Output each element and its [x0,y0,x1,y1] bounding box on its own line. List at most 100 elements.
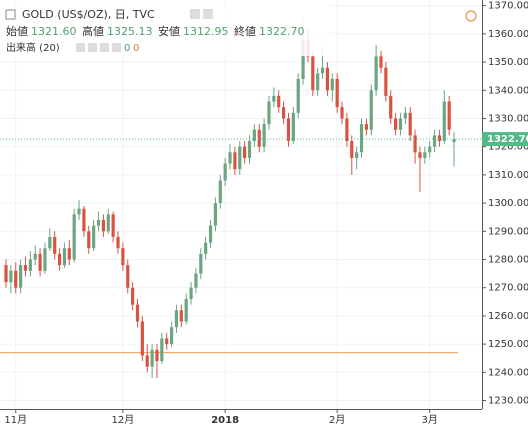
candle-body [57,253,62,266]
close-icon[interactable] [203,9,213,19]
y-tick-label: 1340.00 [488,85,528,96]
y-tick-label: 1250.00 [488,339,528,350]
y-tick-label: 1240.00 [488,367,528,378]
candle-body [155,349,159,362]
candle-body [335,78,339,108]
candle-body [82,208,86,232]
candle-body [296,78,300,113]
candle-body [126,265,130,288]
candle-body [208,225,213,243]
y-tick-label: 1280.00 [488,255,528,266]
candle-body [189,287,193,299]
y-tick-label: 1330.00 [488,113,528,124]
candle-body [204,242,208,254]
add-icon[interactable] [100,43,109,52]
candle-body [325,67,330,91]
y-tick-label: 1270.00 [488,283,528,294]
candle-body [418,152,422,158]
candle-body [374,56,378,91]
candle-body [252,129,256,142]
y-tick-label: 1360.00 [488,29,528,40]
candle-body [428,146,432,153]
high-value: 1325.13 [107,25,153,38]
candle-body [291,112,295,142]
candle-body [369,90,373,130]
candle-body [350,141,354,158]
candle-body [379,56,383,68]
candle-body [316,73,320,91]
candle-body [53,236,57,254]
y-tick-label: 1290.00 [488,226,528,237]
candle-body [145,355,149,367]
y-tick-label: 1350.00 [488,57,528,68]
candle-body [150,349,154,367]
candle-body [389,95,393,119]
volume-value: 0 [124,43,130,54]
legend-bg [0,4,330,56]
candle-body [384,67,388,96]
candle-body [179,310,183,322]
candle-body [262,124,266,147]
candle-body [106,214,110,232]
candle-body [77,208,81,215]
candle-body [437,135,442,142]
candle-body [403,112,407,119]
candle-body [423,152,427,158]
y-tick-label: 1260.00 [488,311,528,322]
candle-body [447,101,451,130]
price-label-bg [482,132,528,147]
settings-icon[interactable] [190,9,200,19]
candle-body [277,95,281,108]
candle-body [169,327,174,345]
x-tick-label: 3月 [422,414,438,426]
y-tick-label: 1310.00 [488,170,528,181]
candle-body [257,129,261,147]
candle-body [121,248,125,266]
candle-body [213,203,218,226]
volume-value: 0 [133,43,139,54]
eye-icon[interactable] [76,43,85,52]
x-tick-label: 2月 [329,414,345,426]
candle-body [432,135,437,147]
candle-body [394,118,398,130]
candle-body [101,220,105,232]
y-tick-label: 1230.00 [488,396,528,407]
close-icon[interactable] [112,43,121,52]
candle-body [111,214,115,237]
candle-body [4,265,8,283]
candle-body [247,141,252,158]
candle-body [87,231,91,249]
candle-body [140,321,144,356]
candle-body [184,298,188,322]
candle-body [364,124,368,130]
candle-body [228,152,232,164]
high-label: 高値 [82,24,104,38]
candle-body [442,101,446,142]
candle-body [72,214,76,260]
candle-body [359,124,364,153]
collapse-icon[interactable] [5,9,16,20]
candle-body [131,287,135,305]
y-tick-label: 1320.00 [488,142,528,153]
candle-body [286,118,291,142]
candle-body [452,139,456,143]
candle-body [160,338,164,362]
candle-body [33,253,37,260]
alert-icon[interactable] [465,10,477,22]
open-value: 1321.60 [31,25,77,38]
candle-body [238,146,242,170]
candle-body [43,248,47,271]
candle-body [14,270,18,288]
candle-body [330,78,334,91]
candle-body [28,259,32,271]
candle-body [116,236,120,249]
candle-body [165,338,169,345]
candle-body [345,118,349,142]
low-value: 1312.95 [183,25,229,38]
close-value: 1322.70 [259,25,305,38]
settings-icon[interactable] [88,43,97,52]
open-label: 始値 [6,24,28,38]
price-label: 1322.70 [487,134,528,145]
